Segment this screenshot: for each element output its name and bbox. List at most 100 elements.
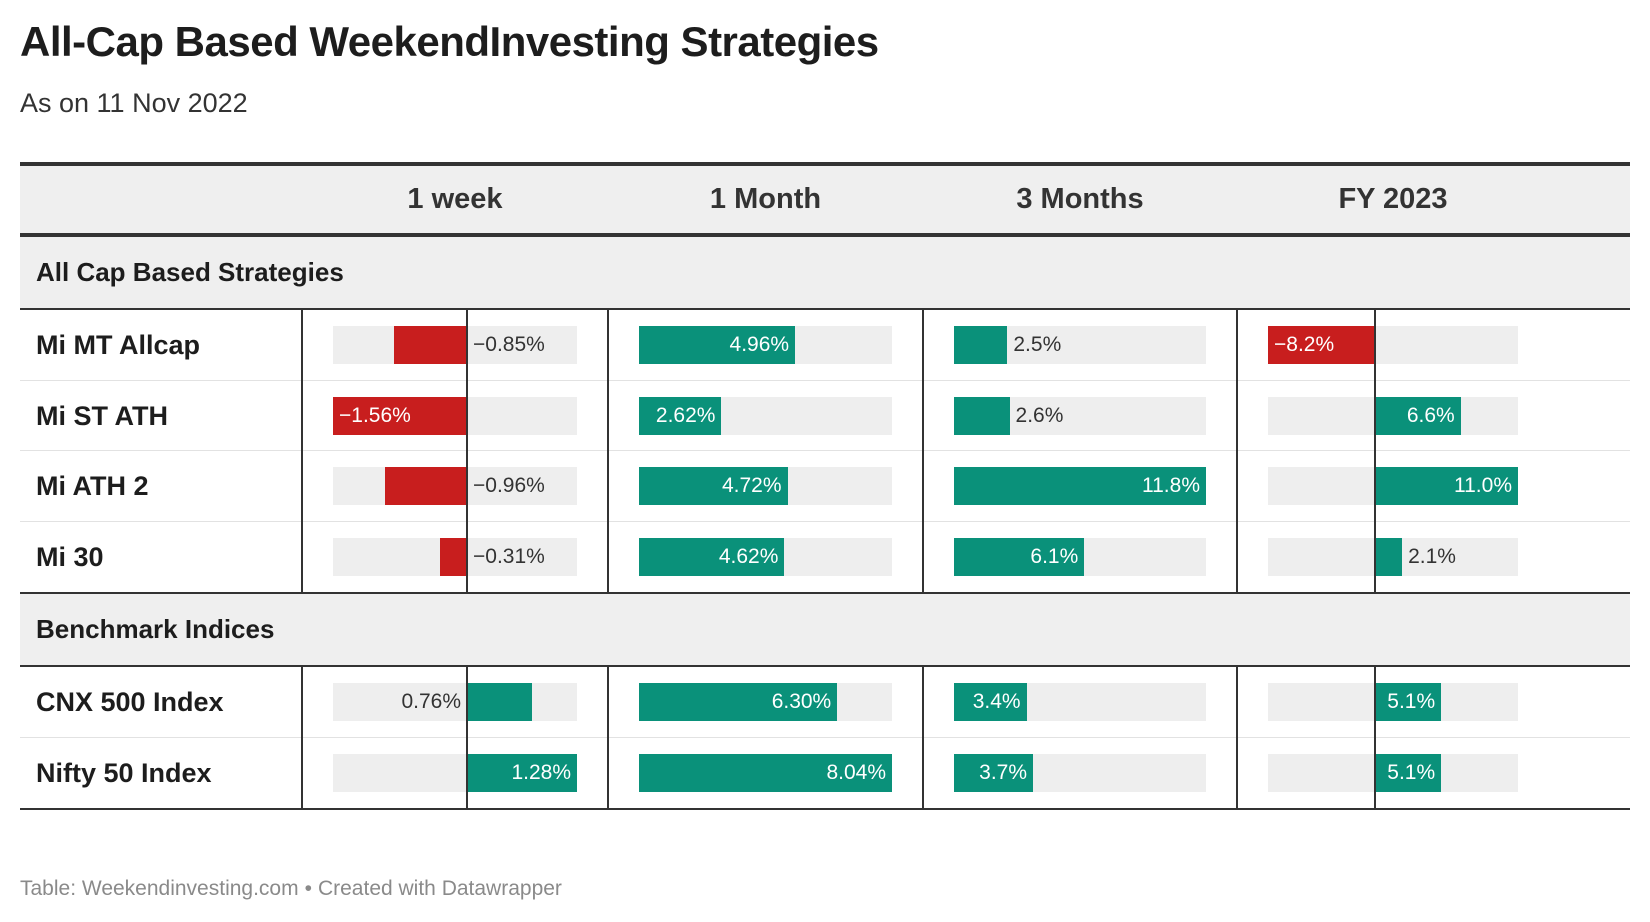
value-label: 2.62% — [655, 403, 716, 427]
negative-bar — [384, 467, 468, 506]
bar-cell: 1.28% — [333, 737, 577, 808]
chart-title: All-Cap Based WeekendInvesting Strategie… — [20, 18, 879, 65]
group-header: Benchmark Indices — [20, 594, 1630, 665]
footer-separator: • — [304, 877, 312, 900]
value-label: 5.1% — [1387, 690, 1436, 714]
zero-line — [466, 380, 469, 451]
bar-cell: 2.1% — [1268, 521, 1518, 592]
footer-source: Table: Weekendinvesting.com — [20, 877, 299, 900]
table-row: Mi ATH 2 −0.96% 4.72% 11.8% 11.0% — [20, 451, 1630, 522]
value-label: 8.04% — [826, 760, 886, 784]
value-label: 6.30% — [771, 690, 832, 714]
value-label: 4.72% — [721, 474, 782, 498]
row-label: CNX 500 Index — [36, 687, 224, 717]
column-divider — [301, 310, 303, 592]
bar-cell: 6.6% — [1268, 380, 1518, 451]
zero-line — [1373, 310, 1376, 381]
positive-bar — [954, 326, 1008, 365]
value-label: −8.2% — [1274, 333, 1335, 357]
column-divider — [607, 310, 609, 592]
bar-cell: 4.96% — [639, 326, 892, 365]
negative-bar — [440, 537, 468, 576]
bar-cell: −1.56% — [333, 380, 577, 451]
positive-bar — [639, 753, 892, 792]
positive-bar — [467, 683, 533, 722]
value-label: 11.0% — [1454, 474, 1512, 498]
bar-cell: 4.62% — [639, 537, 892, 576]
row-label: Mi ST ATH — [36, 400, 168, 431]
negative-bar — [333, 396, 468, 435]
row-label: Mi ATH 2 — [36, 471, 149, 501]
value-label: 4.96% — [729, 333, 790, 357]
positive-bar — [954, 683, 1027, 722]
bottom-rule — [20, 808, 1630, 810]
row-label: Nifty 50 Index — [36, 757, 212, 788]
zero-line — [1373, 380, 1376, 451]
positive-bar — [1374, 467, 1518, 506]
value-label: 4.62% — [718, 544, 779, 568]
group-label: Benchmark Indices — [36, 614, 275, 644]
table-row: Nifty 50 Index 1.28% 8.04% 3.7% 5.1% — [20, 737, 1630, 808]
zero-line — [466, 310, 469, 381]
value-label: −0.96% — [473, 474, 545, 498]
positive-bar — [639, 537, 785, 576]
value-label: 1.28% — [511, 760, 571, 784]
positive-bar — [639, 683, 838, 722]
table-header: 1 week 1 Month 3 Months FY 2023 — [20, 166, 1630, 233]
value-label: 2.1% — [1408, 544, 1456, 568]
column-divider — [922, 310, 924, 592]
value-label: 5.1% — [1387, 760, 1436, 784]
row-separator — [20, 520, 1630, 522]
bar-cell: 0.76% — [333, 667, 577, 738]
zero-line — [466, 521, 469, 592]
top-rule — [20, 162, 1630, 166]
bar-cell: 5.1% — [1268, 737, 1518, 808]
bar-cell: 6.30% — [639, 683, 892, 722]
bar-cell: 2.6% — [954, 396, 1206, 435]
bar-cell: 8.04% — [639, 753, 892, 792]
table-row: Mi ST ATH −1.56% 2.62% 2.6% 6.6% — [20, 380, 1630, 451]
bar-cell: −0.85% — [333, 310, 577, 381]
zero-line — [1373, 521, 1376, 592]
column-divider — [301, 667, 303, 808]
positive-bar — [1374, 753, 1442, 792]
positive-bar — [639, 326, 796, 365]
value-label: 6.1% — [1030, 544, 1079, 568]
value-label: −0.85% — [473, 333, 545, 357]
bar-track — [333, 683, 577, 722]
group-rule — [20, 665, 1630, 667]
column-header-3-months: 3 Months — [1016, 183, 1144, 215]
table-row: Mi 30 −0.31% 4.62% 6.1% 2.1% — [20, 521, 1630, 592]
row-separator — [20, 736, 1630, 738]
value-label: 0.76% — [401, 690, 462, 714]
column-header-1-week: 1 week — [407, 183, 503, 215]
bar-cell: −0.31% — [333, 521, 577, 592]
column-header-1-month: 1 Month — [709, 183, 822, 215]
row-separator — [20, 379, 1630, 381]
column-divider — [1236, 310, 1238, 592]
zero-line — [466, 451, 469, 522]
zero-line — [1373, 737, 1376, 808]
negative-bar — [1268, 326, 1375, 365]
zero-line — [466, 737, 469, 808]
positive-bar — [1374, 683, 1442, 722]
column-divider — [607, 667, 609, 808]
column-header-fy-2023: FY 2023 — [1338, 183, 1448, 215]
zero-line — [1373, 451, 1376, 522]
value-label: 6.6% — [1406, 403, 1455, 427]
value-label: 11.8% — [1142, 474, 1200, 498]
bar-cell: −0.96% — [333, 451, 577, 522]
value-label: 2.5% — [1013, 333, 1062, 357]
positive-bar — [639, 396, 722, 435]
positive-bar — [954, 396, 1010, 435]
bar-cell: 11.8% — [954, 467, 1206, 506]
header-rule — [20, 233, 1630, 237]
group-header: All Cap Based Strategies — [20, 237, 1630, 308]
column-divider — [1236, 667, 1238, 808]
row-separator — [20, 450, 1630, 451]
bar-cell: 6.1% — [954, 537, 1206, 576]
bar-cell: −8.2% — [1268, 310, 1518, 381]
bar-cell: 11.0% — [1268, 451, 1518, 522]
value-label: 2.6% — [1015, 403, 1064, 427]
bar-cell: 2.5% — [954, 326, 1206, 365]
